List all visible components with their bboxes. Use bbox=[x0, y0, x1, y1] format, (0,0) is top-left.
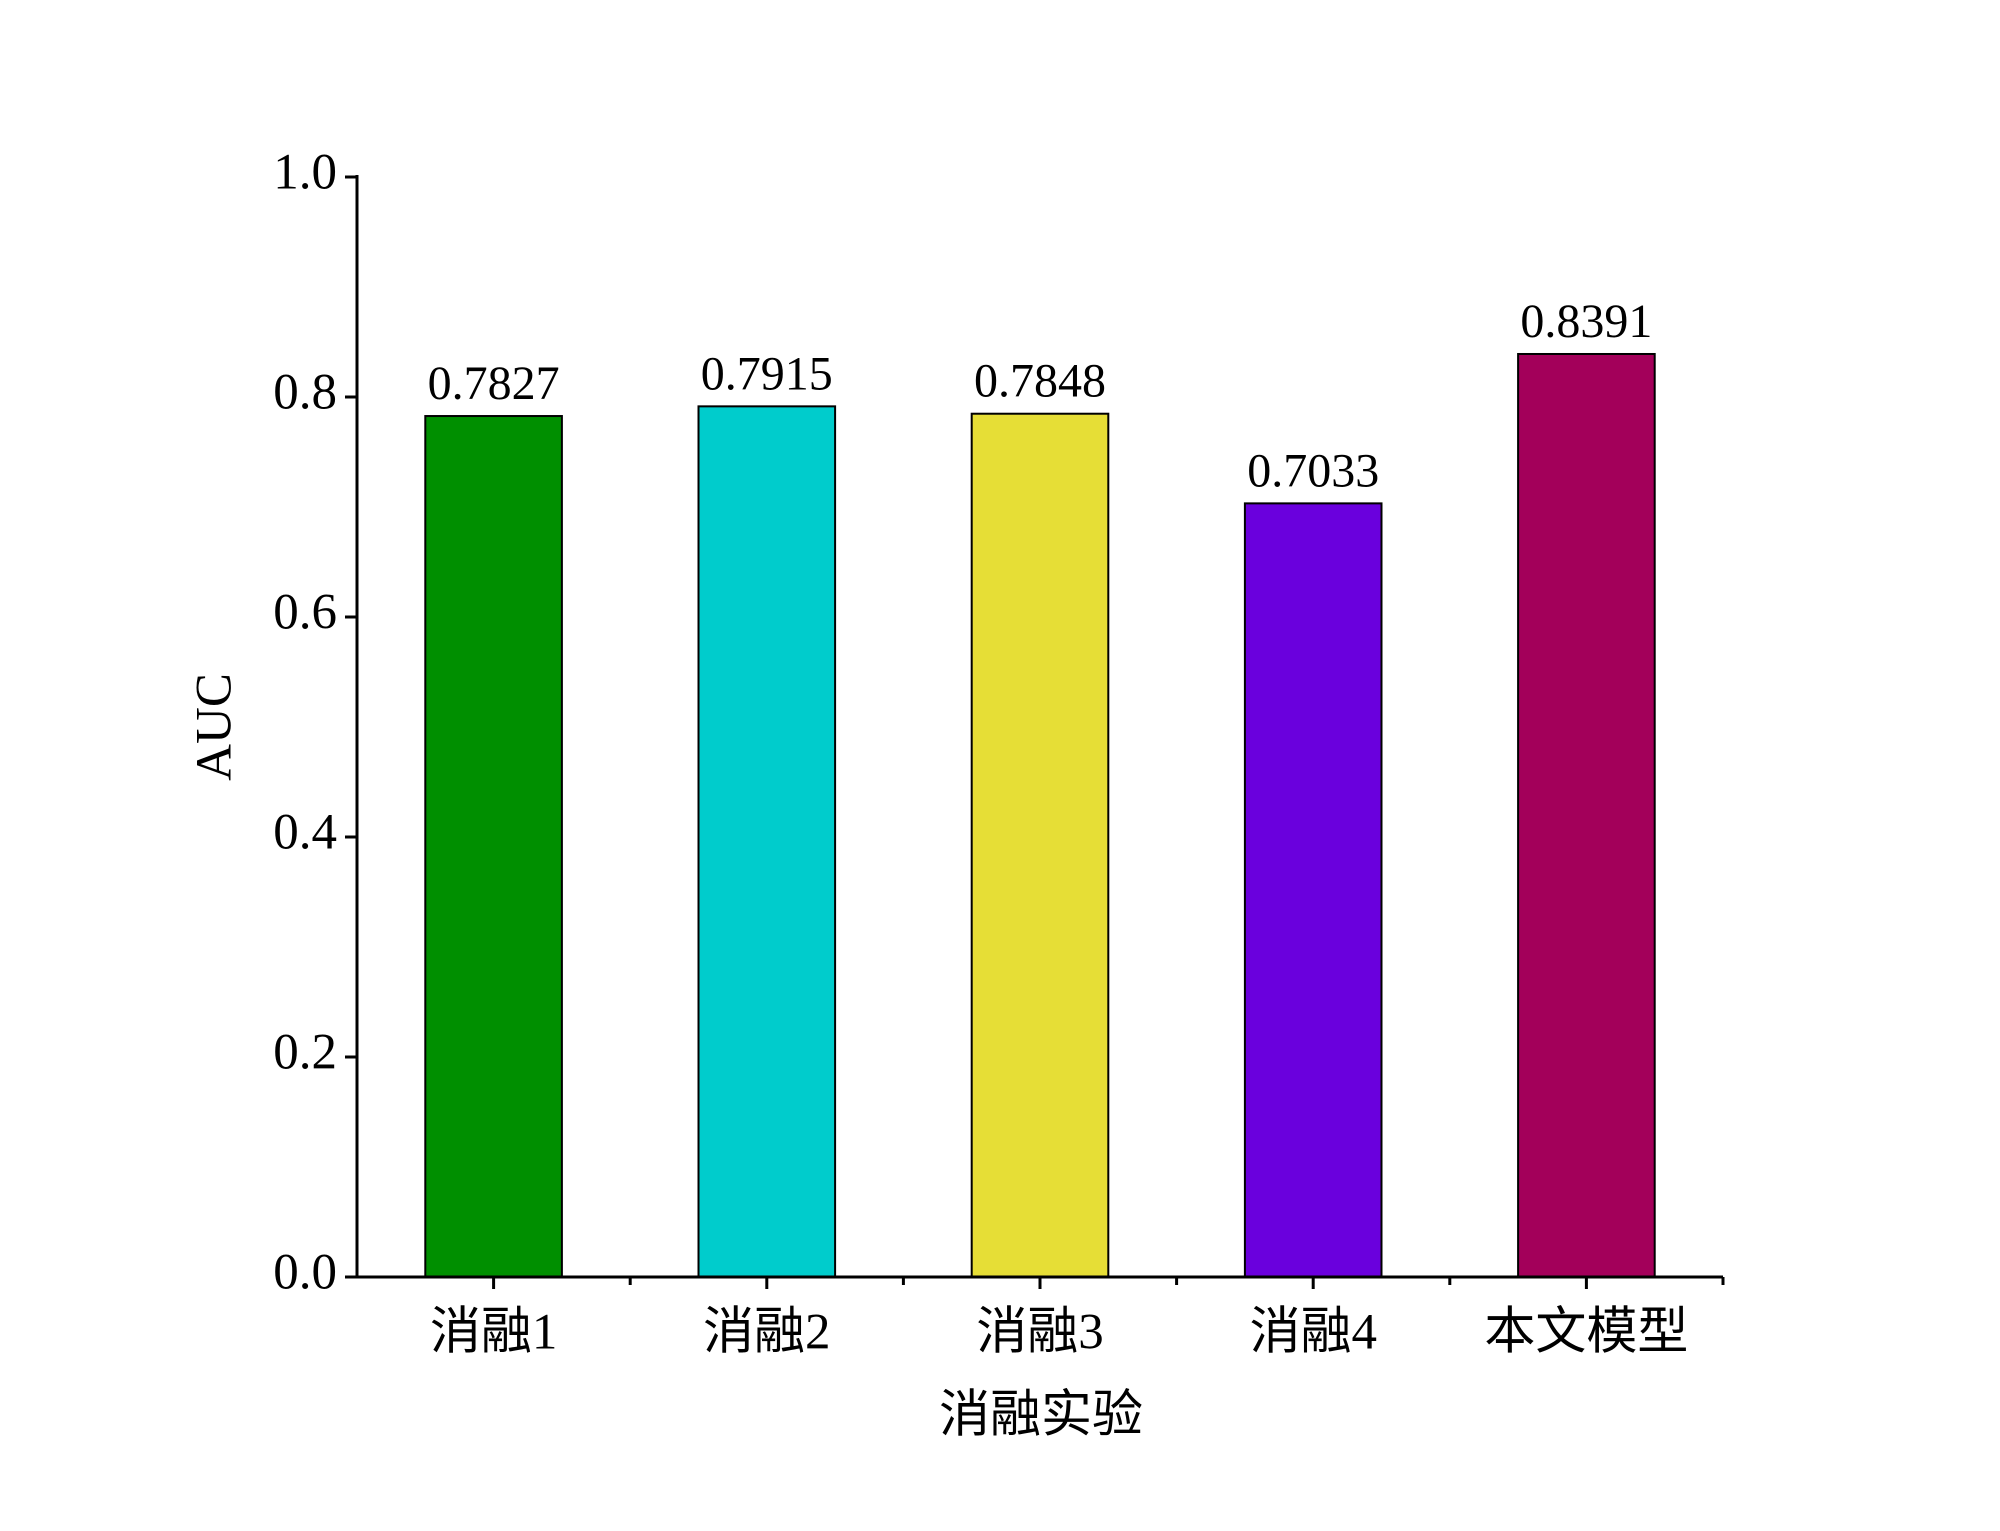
value-label: 0.7033 bbox=[1247, 444, 1379, 497]
y-tick-label: 0.6 bbox=[273, 585, 337, 641]
value-label: 0.7848 bbox=[974, 355, 1106, 408]
x-tick-label: 消融3 bbox=[976, 1305, 1104, 1361]
y-tick-label: 1.0 bbox=[273, 145, 337, 201]
x-axis-title: 消融实验 bbox=[939, 1388, 1143, 1444]
value-label: 0.7827 bbox=[428, 357, 560, 410]
value-label: 0.8391 bbox=[1520, 295, 1652, 348]
bar bbox=[970, 412, 1110, 1279]
bar bbox=[1243, 502, 1383, 1278]
x-tick-label: 消融1 bbox=[430, 1305, 558, 1361]
x-tick-label: 本文模型 bbox=[1484, 1305, 1688, 1361]
y-tick-label: 0.0 bbox=[273, 1245, 337, 1301]
y-axis-title: AUC bbox=[187, 673, 243, 781]
y-tick-label: 0.4 bbox=[273, 805, 337, 861]
bar bbox=[697, 405, 837, 1279]
x-tick-label: 消融2 bbox=[703, 1305, 831, 1361]
bar bbox=[1517, 352, 1656, 1278]
y-tick-label: 0.8 bbox=[273, 365, 337, 421]
bar bbox=[424, 415, 563, 1278]
x-tick-label: 消融4 bbox=[1249, 1305, 1377, 1361]
y-tick-label: 0.2 bbox=[273, 1025, 337, 1081]
value-label: 0.7915 bbox=[701, 347, 833, 400]
